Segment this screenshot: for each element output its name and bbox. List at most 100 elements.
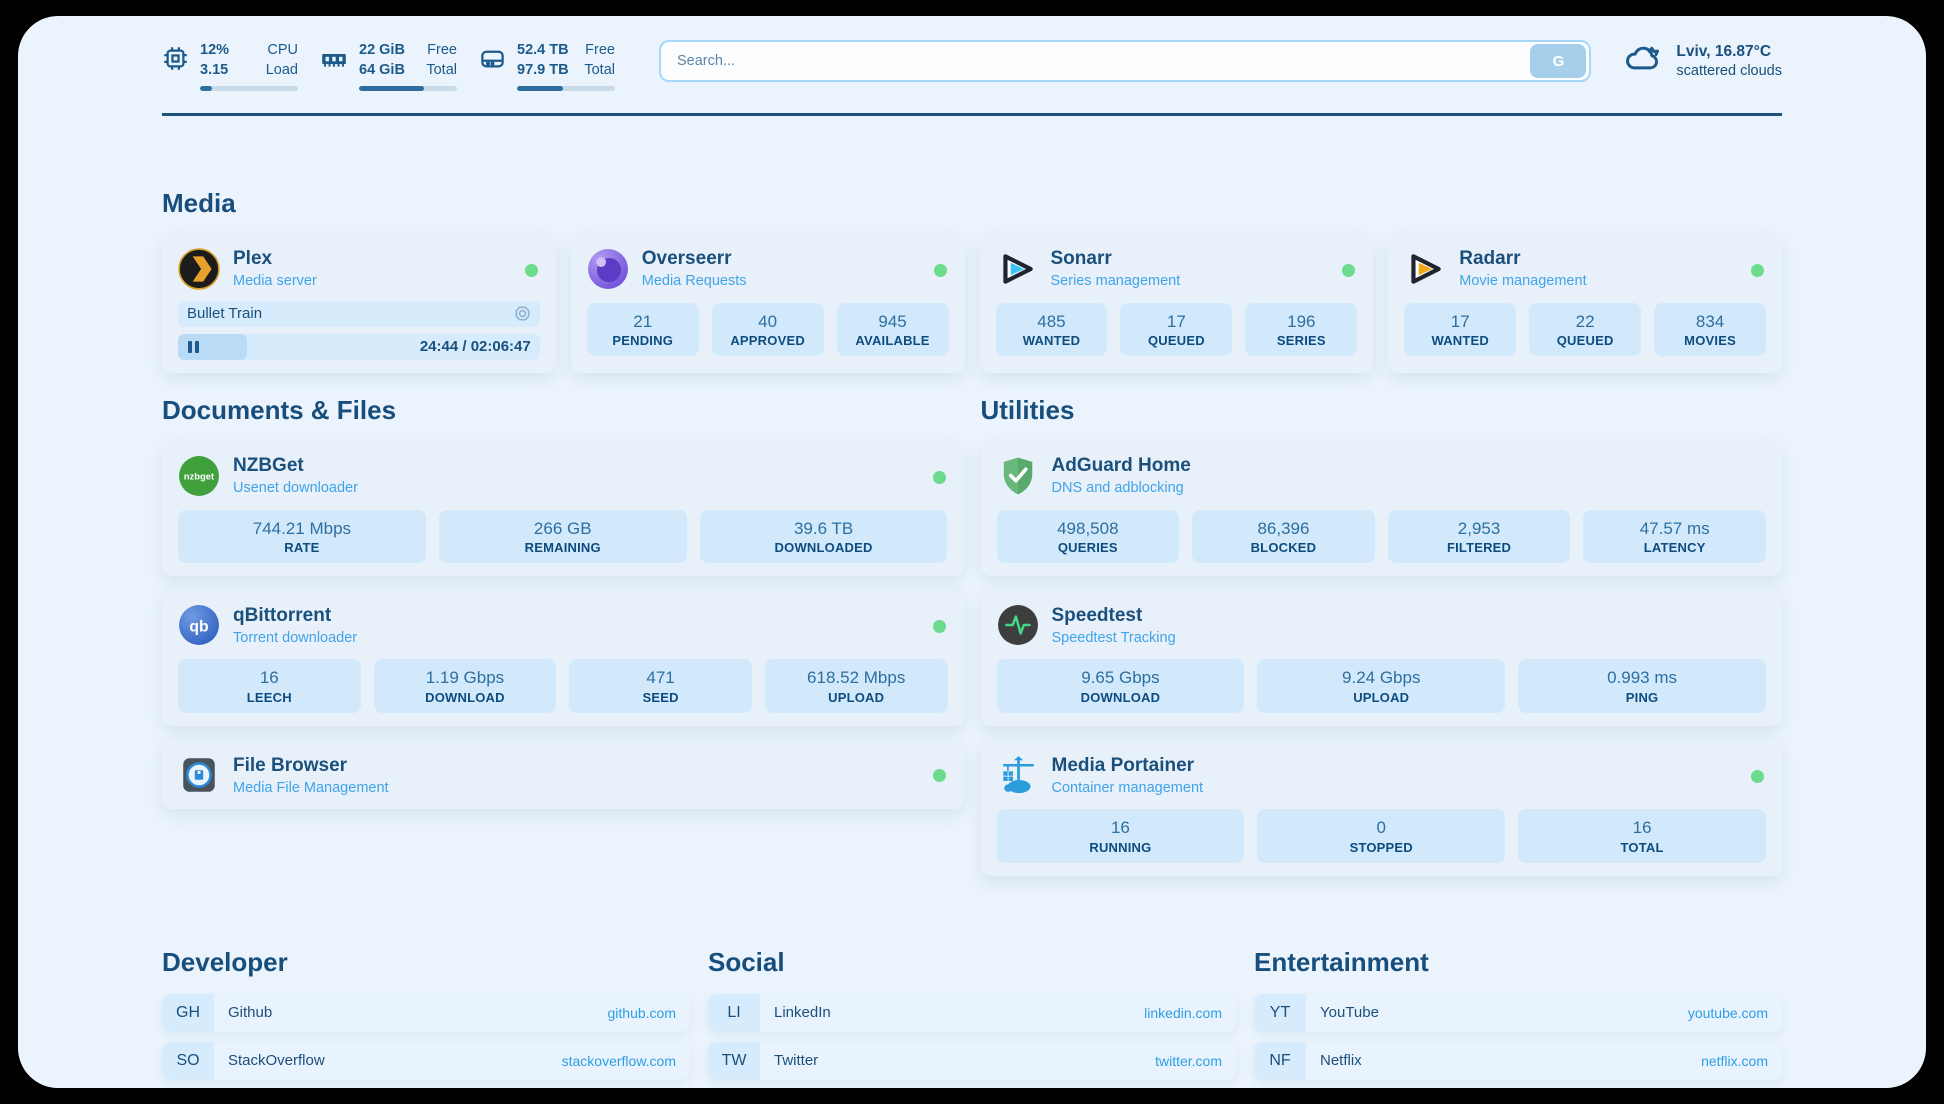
- ram-progress-bar: [359, 85, 457, 91]
- status-online-dot: [1751, 263, 1764, 277]
- app-desc: Media server: [233, 272, 317, 289]
- app-desc: Media Requests: [641, 272, 747, 289]
- cpu-widget: 12% 3.15 CPU Load: [162, 40, 298, 91]
- app-card-nzbget[interactable]: nzbget NZBGet Usenet downloader 744.21 M…: [162, 441, 964, 577]
- status-online-dot: [1751, 770, 1764, 784]
- app-card-qbittorrent[interactable]: qb qBittorrent Torrent downloader 16 LEE…: [162, 591, 964, 727]
- search-input[interactable]: [661, 53, 1531, 69]
- stat-wanted: 17 WANTED: [1404, 302, 1517, 357]
- qbittorrent-icon: qb: [178, 604, 220, 646]
- link-row-stackoverflow[interactable]: SO StackOverflow stackoverflow.com: [162, 1041, 690, 1080]
- search-engine-button[interactable]: G: [1530, 44, 1587, 78]
- app-name: qBittorrent: [233, 604, 332, 626]
- stat-upload: 618.52 Mbps UPLOAD: [764, 659, 948, 714]
- stat-running: 16 RUNNING: [996, 809, 1245, 863]
- status-online-dot: [932, 620, 946, 634]
- stat-stopped: 0 STOPPED: [1257, 809, 1506, 863]
- status-online-dot: [933, 263, 947, 277]
- now-playing-row: Bullet Train: [178, 300, 540, 327]
- stat-blocked: 86,396 BLOCKED: [1192, 509, 1375, 564]
- section-title-developer: Developer: [162, 946, 288, 977]
- cpu-load-label: Load: [265, 62, 298, 79]
- stat-queued: 22 QUEUED: [1529, 302, 1642, 357]
- stat-upload: 9.24 Gbps UPLOAD: [1257, 659, 1506, 714]
- playback-progress-bar[interactable]: 24:44 / 02:06:47: [178, 333, 540, 360]
- stat-seed: 471 SEED: [569, 659, 752, 714]
- status-online-dot: [932, 470, 946, 484]
- adguard-icon: [997, 455, 1039, 497]
- stat-download: 1.19 Gbps DOWNLOAD: [373, 659, 557, 714]
- disk-free-value: 52.4 TB: [517, 42, 569, 58]
- stat-download: 9.65 Gbps DOWNLOAD: [996, 659, 1245, 714]
- links-grid: Developer GH Github github.com SO StackO…: [162, 891, 1782, 1088]
- disk-free-label: Free: [585, 42, 615, 58]
- ram-icon: [320, 45, 348, 91]
- svg-text:qb: qb: [189, 619, 208, 636]
- app-desc: Container management: [1051, 779, 1204, 796]
- stat-filtered: 2,953 FILTERED: [1387, 509, 1571, 564]
- session-gear-icon[interactable]: [514, 305, 531, 322]
- stat-series: 196 SERIES: [1245, 302, 1358, 357]
- svg-text:nzbget: nzbget: [184, 471, 215, 482]
- cpu-chip-icon: [162, 45, 189, 91]
- app-card-portainer[interactable]: Media Portainer Container management 16 …: [980, 741, 1782, 876]
- nzbget-icon: nzbget: [178, 455, 220, 497]
- stat-approved: 40 APPROVED: [711, 302, 824, 357]
- cpu-load-value: 3.15: [200, 62, 229, 79]
- cloud-icon: [1623, 42, 1663, 79]
- status-online-dot: [932, 769, 946, 783]
- cpu-label: CPU: [267, 42, 298, 58]
- stat-remaining: 266 GB REMAINING: [438, 509, 687, 564]
- stat-latency: 47.57 ms LATENCY: [1583, 509, 1766, 564]
- media-grid: Plex Media server Bullet Train 24:44 / 0…: [162, 234, 1782, 373]
- ram-free-label: Free: [427, 42, 457, 58]
- links-group-social: Social LI LinkedIn linkedin.com TW Twitt…: [708, 891, 1236, 1088]
- stat-total: 16 TOTAL: [1518, 809, 1766, 863]
- disk-icon: [479, 45, 506, 91]
- app-desc: Speedtest Tracking: [1051, 629, 1176, 646]
- link-abbr-badge: TW: [708, 1041, 760, 1080]
- app-name: File Browser: [233, 754, 348, 776]
- topbar: 12% 3.15 CPU Load: [162, 16, 1782, 91]
- link-row-linkedin[interactable]: LI LinkedIn linkedin.com: [708, 993, 1236, 1032]
- link-row-youtube[interactable]: YT YouTube youtube.com: [1254, 993, 1782, 1032]
- dashboard-frame: 12% 3.15 CPU Load: [18, 16, 1926, 1088]
- link-row-github[interactable]: GH Github github.com: [162, 993, 690, 1032]
- status-online-dot: [1342, 263, 1356, 277]
- link-row-netflix[interactable]: NF Netflix netflix.com: [1254, 1041, 1782, 1080]
- weather-condition: scattered clouds: [1676, 62, 1782, 79]
- search-bar: G: [659, 40, 1592, 82]
- ram-total-label: Total: [426, 62, 457, 79]
- section-title-media: Media: [162, 187, 236, 218]
- app-card-speedtest[interactable]: Speedtest Speedtest Tracking 9.65 Gbps D…: [980, 591, 1782, 727]
- app-card-adguard[interactable]: AdGuard Home DNS and adblocking 498,508 …: [980, 441, 1782, 577]
- disk-progress-bar: [517, 85, 615, 91]
- stat-queued: 17 QUEUED: [1120, 302, 1233, 357]
- section-title-documents: Documents & Files: [162, 394, 397, 425]
- status-online-dot: [524, 263, 538, 277]
- app-card-plex[interactable]: Plex Media server Bullet Train 24:44 / 0…: [162, 234, 556, 373]
- app-desc: Movie management: [1459, 272, 1587, 289]
- pause-button[interactable]: [188, 340, 199, 353]
- stat-ping: 0.993 ms PING: [1518, 659, 1766, 714]
- links-group-entertainment: Entertainment YT YouTube youtube.com NF …: [1254, 891, 1782, 1088]
- documents-column: Documents & Files nzbget NZBGet Usenet d…: [162, 373, 964, 825]
- portainer-icon: [997, 754, 1039, 796]
- weather-widget: Lviv, 16.87°C scattered clouds: [1623, 42, 1782, 79]
- links-group-developer: Developer GH Github github.com SO StackO…: [162, 891, 690, 1088]
- app-desc: Media File Management: [233, 779, 389, 796]
- section-title-utilities: Utilities: [980, 394, 1075, 425]
- sonarr-icon: [996, 248, 1038, 290]
- app-name: NZBGet: [233, 455, 304, 477]
- app-card-filebrowser[interactable]: File Browser Media File Management: [162, 741, 964, 810]
- app-desc: DNS and adblocking: [1051, 479, 1184, 496]
- app-name: Plex: [233, 248, 273, 270]
- stat-movies: 834 MOVIES: [1654, 302, 1767, 357]
- app-card-radarr[interactable]: Radarr Movie management 17 WANTED 22 QUE…: [1388, 234, 1782, 373]
- utilities-column: Utilities AdGuard Home DNS and adblockin…: [980, 373, 1782, 891]
- app-desc: Series management: [1050, 272, 1181, 289]
- app-card-sonarr[interactable]: Sonarr Series management 485 WANTED 17 Q…: [979, 234, 1374, 373]
- app-card-overseerr[interactable]: Overseerr Media Requests 21 PENDING 40 A…: [570, 234, 965, 373]
- ram-widget: 22 GiB 64 GiB Free Total: [320, 40, 457, 91]
- link-row-twitter[interactable]: TW Twitter twitter.com: [708, 1041, 1236, 1080]
